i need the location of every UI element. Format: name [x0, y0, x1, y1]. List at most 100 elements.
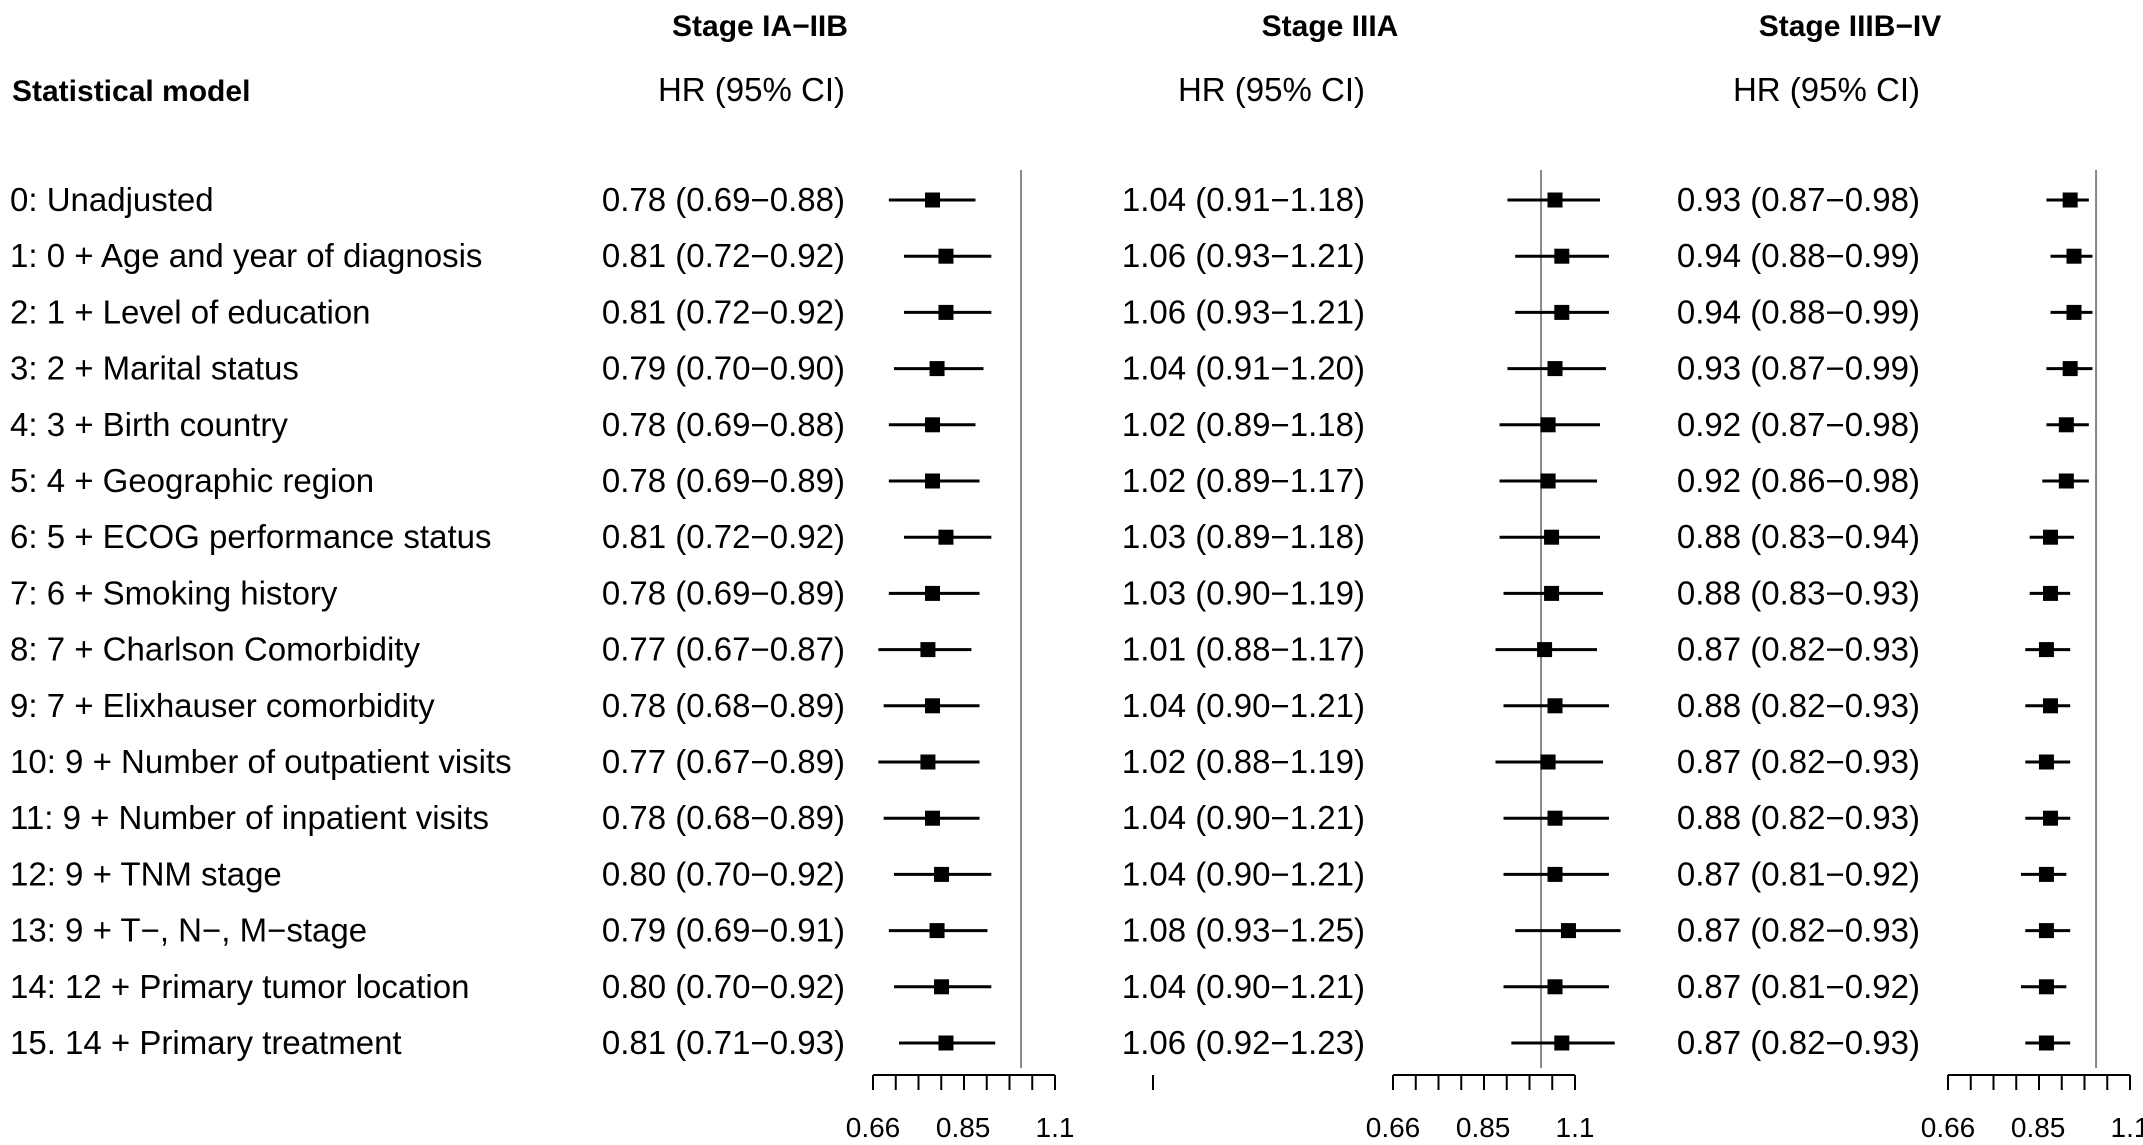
model-label: 2: 1 + Level of education [10, 293, 371, 330]
hr-marker [929, 923, 945, 939]
x-tick-label: 1.1 [1556, 1112, 1595, 1143]
hr-marker [2042, 529, 2058, 545]
hr-ci-label: 0.92 (0.86−0.98) [1677, 462, 1920, 499]
hr-marker [1554, 304, 1570, 320]
model-label: 13: 9 + T−, N−, M−stage [10, 912, 367, 949]
hr-marker [1560, 923, 1576, 939]
hr-marker [2038, 1035, 2054, 1051]
hr-ci-label: 0.80 (0.70−0.92) [602, 855, 845, 892]
model-label: 11: 9 + Number of inpatient visits [10, 799, 489, 836]
model-label: 5: 4 + Geographic region [10, 462, 374, 499]
hr-marker [1540, 473, 1556, 489]
hr-marker [1547, 192, 1563, 208]
hr-marker [2066, 248, 2082, 264]
hr-marker [2038, 923, 2054, 939]
hr-marker [2058, 417, 2074, 433]
model-label: 6: 5 + ECOG performance status [10, 518, 491, 555]
hr-ci-label: 1.02 (0.89−1.18) [1122, 406, 1365, 443]
hr-ci-label: 1.06 (0.93−1.21) [1122, 237, 1365, 274]
hr-ci-label: 0.88 (0.82−0.93) [1677, 799, 1920, 836]
hr-ci-label: 1.01 (0.88−1.17) [1122, 631, 1365, 668]
x-tick-label: 1.1 [2111, 1112, 2143, 1143]
hr-marker [1540, 754, 1556, 770]
hr-ci-label: 0.94 (0.88−0.99) [1677, 237, 1920, 274]
model-label: 3: 2 + Marital status [10, 350, 299, 387]
hr-marker [920, 754, 936, 770]
model-label: 10: 9 + Number of outpatient visits [10, 743, 512, 780]
hr-marker [2062, 361, 2078, 377]
hr-ci-label: 0.93 (0.87−0.98) [1677, 181, 1920, 218]
model-label: 8: 7 + Charlson Comorbidity [10, 631, 420, 668]
model-label: 7: 6 + Smoking history [10, 574, 338, 611]
hr-ci-label: 0.87 (0.81−0.92) [1677, 968, 1920, 1005]
hr-marker [925, 473, 941, 489]
hr-ci-label: 0.78 (0.69−0.89) [602, 574, 845, 611]
hr-ci-label: 1.03 (0.89−1.18) [1122, 518, 1365, 555]
hr-marker [1547, 866, 1563, 882]
hr-ci-label: 0.78 (0.69−0.89) [602, 462, 845, 499]
hr-ci-label: 0.88 (0.82−0.93) [1677, 687, 1920, 724]
hr-marker [938, 304, 954, 320]
hr-ci-label: 1.04 (0.90−1.21) [1122, 687, 1365, 724]
x-tick-label: 0.85 [936, 1112, 991, 1143]
hr-marker [925, 810, 941, 826]
hr-ci-label: 0.87 (0.82−0.93) [1677, 912, 1920, 949]
ci-header: HR (95% CI) [658, 71, 845, 108]
hr-marker [934, 866, 950, 882]
hr-marker [2042, 698, 2058, 714]
hr-marker [2038, 979, 2054, 995]
hr-ci-label: 0.87 (0.81−0.92) [1677, 855, 1920, 892]
hr-marker [925, 585, 941, 601]
hr-marker [1544, 529, 1560, 545]
model-label: 0: Unadjusted [10, 181, 214, 218]
x-tick-label: 0.85 [2011, 1112, 2066, 1143]
hr-ci-label: 1.04 (0.91−1.20) [1122, 350, 1365, 387]
hr-ci-label: 0.87 (0.82−0.93) [1677, 1024, 1920, 1061]
hr-ci-label: 1.08 (0.93−1.25) [1122, 912, 1365, 949]
hr-ci-label: 0.81 (0.72−0.92) [602, 518, 845, 555]
hr-ci-label: 1.06 (0.93−1.21) [1122, 293, 1365, 330]
hr-ci-label: 1.03 (0.90−1.19) [1122, 574, 1365, 611]
x-tick-label: 0.66 [1366, 1112, 1421, 1143]
hr-marker [1547, 698, 1563, 714]
hr-ci-label: 1.04 (0.91−1.18) [1122, 181, 1365, 218]
hr-marker [1554, 248, 1570, 264]
hr-ci-label: 0.77 (0.67−0.89) [602, 743, 845, 780]
ci-header: HR (95% CI) [1733, 71, 1920, 108]
hr-ci-label: 0.88 (0.83−0.94) [1677, 518, 1920, 555]
hr-ci-label: 0.93 (0.87−0.99) [1677, 350, 1920, 387]
hr-marker [1537, 642, 1553, 658]
hr-marker [938, 529, 954, 545]
hr-marker [2062, 192, 2078, 208]
x-tick-label: 0.85 [1456, 1112, 1511, 1143]
hr-marker [2066, 304, 2082, 320]
row-header: Statistical model [12, 75, 250, 108]
hr-ci-label: 0.80 (0.70−0.92) [602, 968, 845, 1005]
panel-title: Stage IA−IIB [672, 10, 848, 43]
hr-marker [920, 642, 936, 658]
hr-marker [2038, 642, 2054, 658]
hr-ci-label: 1.02 (0.88−1.19) [1122, 743, 1365, 780]
hr-ci-label: 0.78 (0.68−0.89) [602, 799, 845, 836]
hr-marker [2038, 866, 2054, 882]
x-tick-label: 1.1 [1036, 1112, 1075, 1143]
ci-header: HR (95% CI) [1178, 71, 1365, 108]
hr-marker [938, 248, 954, 264]
model-label: 14: 12 + Primary tumor location [10, 968, 469, 1005]
x-tick-label: 0.66 [1921, 1112, 1976, 1143]
model-label: 4: 3 + Birth country [10, 406, 288, 443]
panel-title: Stage IIIA [1262, 10, 1399, 43]
hr-ci-label: 0.79 (0.70−0.90) [602, 350, 845, 387]
hr-marker [1547, 361, 1563, 377]
hr-ci-label: 1.04 (0.90−1.21) [1122, 799, 1365, 836]
hr-marker [2042, 810, 2058, 826]
hr-ci-label: 0.78 (0.68−0.89) [602, 687, 845, 724]
model-label: 12: 9 + TNM stage [10, 855, 282, 892]
hr-marker [934, 979, 950, 995]
hr-ci-label: 0.78 (0.69−0.88) [602, 406, 845, 443]
hr-ci-label: 1.06 (0.92−1.23) [1122, 1024, 1365, 1061]
hr-ci-label: 1.04 (0.90−1.21) [1122, 968, 1365, 1005]
hr-ci-label: 0.92 (0.87−0.98) [1677, 406, 1920, 443]
hr-marker [1540, 417, 1556, 433]
